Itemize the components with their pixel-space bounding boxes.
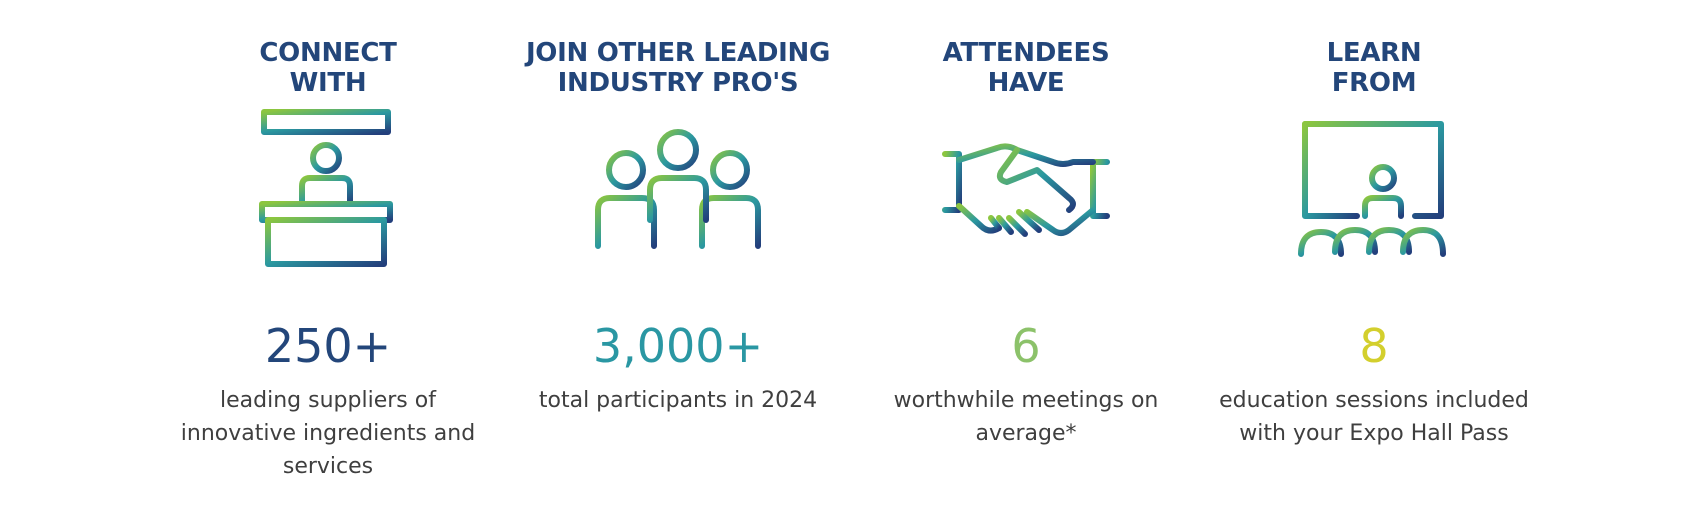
stat-connect: CONNECT WITH 250+ leading suppliers of i… — [168, 0, 488, 512]
stat-number: 8 — [1359, 319, 1389, 373]
stat-heading: JOIN OTHER LEADING INDUSTRY PRO'S — [525, 38, 831, 98]
stat-learn: LEARN FROM 8 education sessions included… — [1214, 0, 1534, 512]
stat-number: 250+ — [264, 319, 392, 373]
stat-join: JOIN OTHER LEADING INDUSTRY PRO'S 3,000+… — [518, 0, 838, 512]
stat-number: 3,000+ — [592, 319, 764, 373]
stat-number: 6 — [1011, 319, 1041, 373]
people-group-icon — [595, 129, 761, 249]
stat-description: leading suppliers of innovative ingredie… — [180, 388, 476, 479]
stat-heading: ATTENDEES HAVE — [942, 38, 1110, 98]
handshake-icon — [942, 143, 1110, 237]
stat-description: education sessions included with your Ex… — [1219, 388, 1529, 446]
presentation-audience-icon — [1298, 121, 1446, 257]
exhibitor-booth-icon — [259, 109, 393, 267]
stat-heading: CONNECT WITH — [259, 38, 397, 98]
stat-heading: LEARN FROM — [1326, 38, 1422, 98]
stat-description: total participants in 2024 — [538, 388, 818, 413]
stat-attendees: ATTENDEES HAVE 6 worthwhile meetings on … — [866, 0, 1186, 512]
stat-description: worthwhile meetings on average* — [893, 388, 1159, 446]
